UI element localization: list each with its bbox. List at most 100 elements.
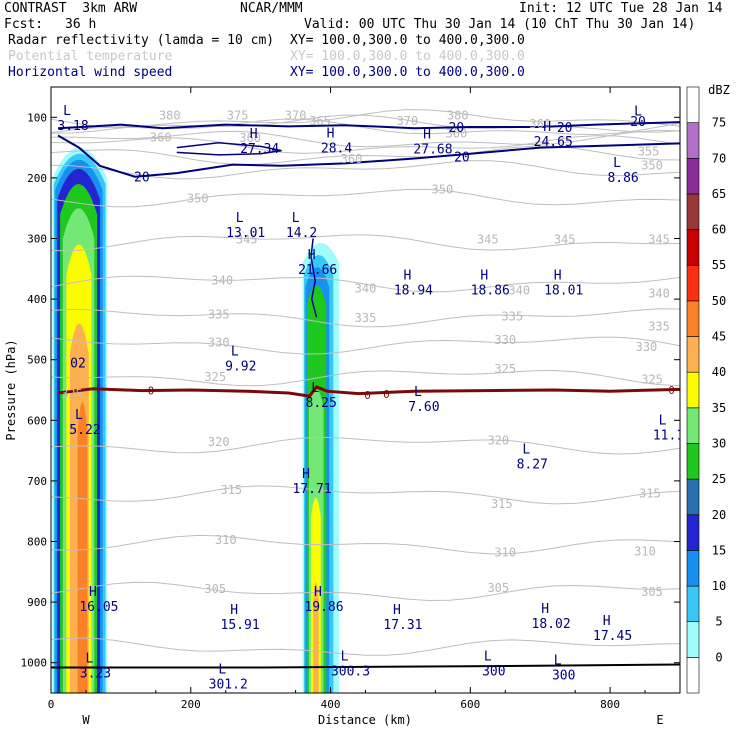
colorbar-label: 65 [712,187,726,201]
forecast-label: Fcst: [4,17,44,32]
contour-labels: 380 375 370 380 370 360 360 360 360 365 355 360 350 3… [57,104,680,693]
theta-contour [51,114,680,134]
colorbar-label: 60 [712,223,726,237]
field-reflectivity-name: Radar reflectivity (lamda = 10 cm) [8,33,275,48]
wind-high-marker: H [314,585,322,600]
freezing-level-line [57,385,680,398]
wind-extremum-value: 8.27 [517,458,548,473]
theta-label: 345 [477,232,499,246]
wind-contours [57,121,680,318]
theta-label: 315 [639,486,661,500]
theta-label: 360 [150,131,172,145]
wind-high-marker: H [554,269,562,284]
wind-high-marker: H [480,269,488,284]
field-theta-xy: XY= 100.0,300.0 to 400.0,300.0 [290,49,525,64]
x-tick-label: 600 [460,698,480,711]
colorbar-swatch [686,621,700,658]
colorbar-swatch [686,300,700,337]
wind-extremum-value: 3.23 [80,667,111,682]
wind-high-marker: H [603,614,611,629]
colorbar-label: 75 [712,116,726,130]
theta-contour [51,160,680,180]
theta-contour [51,485,680,505]
theta-label: 340 [211,274,233,288]
theta-contour [51,637,680,656]
y-axis-label: Pressure (hPa) [4,339,18,440]
wind-extremum-value: 24.65 [534,135,573,150]
colorbar-swatch [686,122,700,159]
center-title: NCAR/MMM [240,1,303,16]
wind-extremum-value: 21.66 [298,263,337,278]
wind-extremum-value: 3.18 [57,119,88,134]
theta-label: 360 [446,126,468,140]
x-tick-label: 200 [181,698,201,711]
colorbar-swatch [686,229,700,266]
theta-label: 305 [641,585,663,599]
theta-label: 350 [641,158,663,172]
theta-label: 325 [641,372,663,386]
wind-high-marker: H [541,602,549,617]
theta-label: 325 [494,362,516,376]
wind-extremum-value: 18.02 [532,617,571,632]
theta-label: 330 [636,340,658,354]
theta-label: 310 [215,533,237,547]
theta-label: 380 [447,109,469,123]
wind-low-marker: L [522,443,530,458]
colorbar-label: 5 [715,615,722,629]
wind-extremum-value: 18.01 [544,284,583,299]
theta-contour [51,336,680,355]
freezing-level-label: 0 [364,389,371,402]
wind-extremum-value: 18.86 [471,284,510,299]
wind-low-marker: L [311,381,319,396]
theta-contour [51,145,680,166]
theta-label: 305 [204,582,226,596]
theta-label: 305 [487,581,509,595]
theta-label: 375 [227,109,249,123]
theta-label: 315 [220,483,242,497]
init-time: Init: 12 UTC Tue 28 Jan 14 [519,1,723,16]
colorbar-label: 55 [712,258,726,272]
theta-label: 360 [239,131,261,145]
theta-label: 330 [208,335,230,349]
freezing-level-label: 0 [383,388,390,401]
theta-contour [51,275,680,293]
field-theta-name: Potential temperature [8,49,173,64]
wind-extremum-value: 17.45 [593,629,632,644]
theta-label: 360 [529,117,551,131]
theta-label: 325 [61,387,83,401]
wind-low-marker: L [218,663,226,678]
y-tick-label: 600 [27,414,47,427]
wind-high-marker: H [404,269,412,284]
theta-label: 310 [494,546,516,560]
wind-low-marker: L [634,104,642,119]
wind-contour-label: 20 [449,121,465,136]
theta-label: 345 [648,232,670,246]
colorbar-label: 70 [712,151,726,165]
terrain-line [51,663,680,669]
colorbar-label: 40 [712,365,726,379]
y-tick-label: 100 [27,111,47,124]
wind-extremum-value: 27.34 [240,142,279,157]
colorbar-swatch [686,585,700,623]
theta-contour [51,234,680,252]
colorbar-swatch [686,657,700,694]
theta-contour [51,135,680,154]
colorbar-label: 45 [712,330,726,344]
wind-low-marker: L [75,408,83,423]
y-tick-label: 400 [27,293,47,306]
wind-high-marker: H [302,467,310,482]
freezing-level-contour [57,385,680,398]
freezing-level-label: 0 [148,385,155,398]
theta-contour [51,129,680,148]
theta-label: 355 [638,144,660,158]
colorbar-swatch [686,443,700,480]
colorbar-swatch [686,478,700,516]
wind-high-marker: H [308,248,316,263]
wind-low-marker: L [613,156,621,171]
reflectivity-band [313,582,319,693]
wind-extremum-value: 5.22 [69,423,100,438]
colorbar-label: 10 [712,579,726,593]
wind-extremum-value: 28.4 [321,141,352,156]
colorbar-swatch [686,407,700,444]
theta-contour [51,436,680,455]
